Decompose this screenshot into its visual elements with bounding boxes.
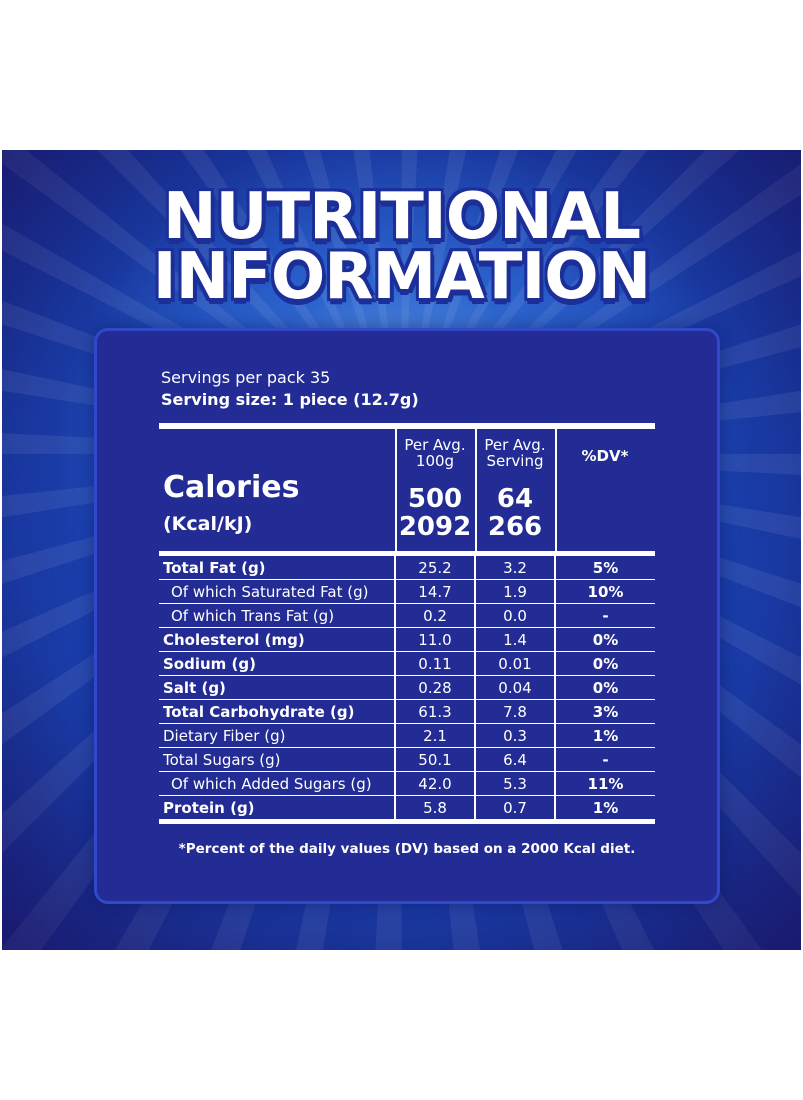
per-100g-value: 0.11: [394, 651, 475, 676]
column-divider: [475, 429, 477, 551]
per-100g-value: 5.8: [394, 795, 475, 824]
nutrient-name: Sodium (g): [159, 651, 395, 676]
dv-value: -: [554, 603, 655, 628]
nutrient-name: Total Carbohydrate (g): [159, 699, 395, 724]
nutrition-panel: Servings per pack 35 Serving size: 1 pie…: [94, 328, 720, 904]
table-top-rule: [159, 423, 655, 429]
dv-value: 0%: [554, 675, 655, 700]
calories-per-serving-kcal: 64: [496, 484, 534, 514]
per-100g-header: Per Avg. 100g: [404, 436, 466, 470]
dv-value: 11%: [554, 771, 655, 796]
dv-value: 1%: [554, 795, 655, 824]
per-100g-value: 42.0: [394, 771, 475, 796]
per-serving-value: 0.04: [474, 675, 555, 700]
per-100g-value: 61.3: [394, 699, 475, 724]
nutrient-name: Salt (g): [159, 675, 395, 700]
calories-per-100g-kj: 2092: [398, 512, 472, 542]
table-row: Of which Added Sugars (g) 42.0 5.3 11%: [159, 771, 655, 796]
table-row: Of which Saturated Fat (g) 14.7 1.9 10%: [159, 579, 655, 604]
nutrient-name: Of which Trans Fat (g): [159, 603, 395, 628]
per-serving-value: 0.7: [474, 795, 555, 824]
table-row: Protein (g) 5.8 0.7 1%: [159, 795, 655, 824]
calories-per-100g-kcal: 500: [407, 484, 463, 514]
dv-footnote: *Percent of the daily values (DV) based …: [178, 841, 636, 857]
dv-value: 3%: [554, 699, 655, 724]
dv-value: -: [554, 747, 655, 772]
column-divider: [555, 429, 557, 551]
calories-unit: (Kcal/kJ): [163, 513, 253, 535]
calories-label: Calories: [163, 470, 300, 505]
calories-per-serving-kj: 266: [487, 512, 543, 542]
dv-value: 10%: [554, 579, 655, 604]
per-100g-value: 25.2: [394, 556, 475, 580]
per-serving-value: 0.01: [474, 651, 555, 676]
per-serving-value: 3.2: [474, 556, 555, 580]
table-row: Dietary Fiber (g) 2.1 0.3 1%: [159, 723, 655, 748]
dv-value: 0%: [554, 651, 655, 676]
per-100g-value: 0.2: [394, 603, 475, 628]
per-100g-value: 11.0: [394, 627, 475, 652]
nutrient-name: Dietary Fiber (g): [159, 723, 395, 748]
per-serving-value: 7.8: [474, 699, 555, 724]
dv-value: 0%: [554, 627, 655, 652]
table-row: Total Carbohydrate (g) 61.3 7.8 3%: [159, 699, 655, 724]
nutrient-name: Total Fat (g): [159, 556, 395, 580]
title-line-2: INFORMATION: [151, 240, 652, 314]
per-serving-value: 0.0: [474, 603, 555, 628]
nutrient-name: Of which Saturated Fat (g): [159, 579, 395, 604]
serving-size: Serving size: 1 piece (12.7g): [161, 390, 419, 409]
nutrient-name: Of which Added Sugars (g): [159, 771, 395, 796]
title-line-1: NUTRITIONAL: [161, 180, 642, 254]
nutrient-name: Cholesterol (mg): [159, 627, 395, 652]
per-serving-value: 1.4: [474, 627, 555, 652]
nutrient-name: Total Sugars (g): [159, 747, 395, 772]
per-100g-value: 0.28: [394, 675, 475, 700]
nutrition-table: Total Fat (g) 25.2 3.2 5% Of which Satur…: [159, 556, 655, 824]
table-row: Cholesterol (mg) 11.0 1.4 0%: [159, 627, 655, 652]
per-serving-value: 0.3: [474, 723, 555, 748]
table-row: Of which Trans Fat (g) 0.2 0.0 -: [159, 603, 655, 628]
dv-value: 1%: [554, 723, 655, 748]
per-serving-value: 6.4: [474, 747, 555, 772]
table-row: Salt (g) 0.28 0.04 0%: [159, 675, 655, 700]
servings-info: Servings per pack 35 Serving size: 1 pie…: [161, 367, 419, 411]
table-row: Total Fat (g) 25.2 3.2 5%: [159, 556, 655, 580]
dv-header: %DV*: [581, 447, 629, 465]
per-serving-value: 1.9: [474, 579, 555, 604]
column-divider: [395, 429, 397, 551]
calories-header: Calories (Kcal/kJ) Per Avg. 100g Per Avg…: [159, 429, 655, 551]
table-row: Total Sugars (g) 50.1 6.4 -: [159, 747, 655, 772]
nutrient-name: Protein (g): [159, 795, 395, 824]
dv-value: 5%: [554, 556, 655, 580]
per-100g-value: 14.7: [394, 579, 475, 604]
per-serving-header: Per Avg. Serving: [484, 436, 546, 470]
per-serving-value: 5.3: [474, 771, 555, 796]
servings-per-pack: Servings per pack 35: [161, 368, 331, 387]
nutrition-banner: NUTRITIONAL INFORMATION Servings per pac…: [2, 150, 801, 950]
table-mid-rule: [159, 551, 655, 556]
table-row: Sodium (g) 0.11 0.01 0%: [159, 651, 655, 676]
per-100g-value: 2.1: [394, 723, 475, 748]
per-100g-value: 50.1: [394, 747, 475, 772]
